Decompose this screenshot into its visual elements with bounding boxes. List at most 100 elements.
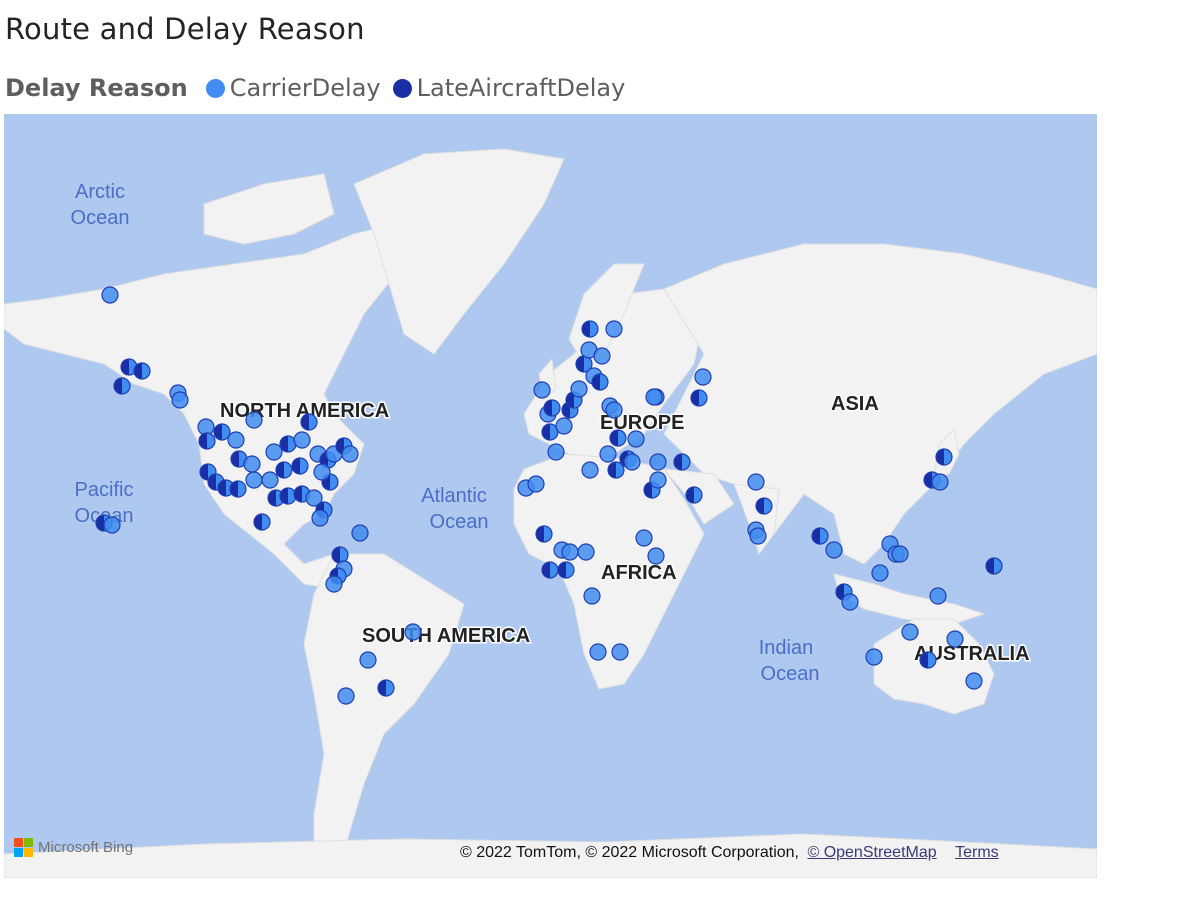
map-bubble[interactable]: [865, 648, 883, 666]
map-bubble[interactable]: [261, 471, 279, 489]
map-bubble[interactable]: [581, 320, 599, 338]
map-bubble[interactable]: [331, 546, 349, 564]
map-bubble[interactable]: [605, 320, 623, 338]
map-bubble[interactable]: [577, 543, 595, 561]
map-bubble[interactable]: [557, 561, 575, 579]
map-bubble[interactable]: [901, 623, 919, 641]
legend-item-late-aircraft-delay[interactable]: LateAircraftDelay: [392, 74, 626, 102]
map-bubble[interactable]: [609, 429, 627, 447]
map-bubble[interactable]: [635, 529, 653, 547]
map-bubble[interactable]: [198, 432, 216, 450]
map-bubble[interactable]: [359, 651, 377, 669]
delay-bubbles: [95, 286, 1003, 705]
map-bubble[interactable]: [113, 377, 131, 395]
map-bubble[interactable]: [227, 431, 245, 449]
map-bubble[interactable]: [755, 497, 773, 515]
map-bubble[interactable]: [341, 445, 359, 463]
map-bubble[interactable]: [171, 391, 189, 409]
map-bubble[interactable]: [575, 355, 593, 373]
map-bubble[interactable]: [583, 587, 601, 605]
map-bubble[interactable]: [561, 543, 579, 561]
map-bubble[interactable]: [253, 513, 271, 531]
map-bubble[interactable]: [581, 461, 599, 479]
map-bubble[interactable]: [103, 516, 121, 534]
map-bubble[interactable]: [325, 575, 343, 593]
south-america-land: [303, 553, 465, 878]
map-bubble[interactable]: [213, 423, 231, 441]
map-bubble[interactable]: [293, 431, 311, 449]
map-bubble[interactable]: [351, 524, 369, 542]
legend-label-late-aircraft-delay: LateAircraftDelay: [416, 74, 626, 102]
map-bubble[interactable]: [229, 480, 247, 498]
map-bubble[interactable]: [404, 623, 422, 641]
map-bubble[interactable]: [649, 471, 667, 489]
map-bubble[interactable]: [275, 461, 293, 479]
map-bubble[interactable]: [279, 487, 297, 505]
map-bubble[interactable]: [935, 448, 953, 466]
map-bubble[interactable]: [747, 473, 765, 491]
map-bubble[interactable]: [533, 381, 551, 399]
antarctica-land: [4, 833, 1097, 878]
world-map[interactable]: NORTH AMERICA SOUTH AMERICA EUROPE AFRIC…: [4, 114, 1097, 878]
map-bubble[interactable]: [245, 411, 263, 429]
terms-link[interactable]: Terms: [955, 844, 999, 861]
map-bubble[interactable]: [694, 368, 712, 386]
map-bubble[interactable]: [985, 557, 1003, 575]
map-bubble[interactable]: [605, 401, 623, 419]
map-bubble[interactable]: [377, 679, 395, 697]
map-bubble[interactable]: [891, 545, 909, 563]
map-bubble[interactable]: [243, 455, 261, 473]
map-bubble[interactable]: [591, 373, 609, 391]
map-bubble[interactable]: [337, 687, 355, 705]
map-bubble[interactable]: [645, 388, 663, 406]
map-bubble[interactable]: [593, 347, 611, 365]
map-bubble[interactable]: [690, 389, 708, 407]
map-bubble[interactable]: [929, 587, 947, 605]
bing-provider-label: Microsoft Bing: [38, 839, 134, 856]
map-bubble[interactable]: [919, 651, 937, 669]
label-atlantic-line2: Ocean: [430, 511, 489, 533]
map-bubble[interactable]: [555, 417, 573, 435]
label-atlantic-line1: Atlantic: [421, 485, 487, 507]
osm-link[interactable]: © OpenStreetMap: [807, 844, 937, 861]
map-bubble[interactable]: [599, 445, 617, 463]
map-bubble[interactable]: [749, 527, 767, 545]
map-bubble[interactable]: [313, 463, 331, 481]
map-bubble[interactable]: [841, 593, 859, 611]
map-bubble[interactable]: [673, 453, 691, 471]
label-indian-line1: Indian: [759, 637, 814, 659]
map-bubble[interactable]: [946, 630, 964, 648]
map-bubble[interactable]: [133, 362, 151, 380]
map-bubble[interactable]: [300, 413, 318, 431]
map-bubble[interactable]: [291, 457, 309, 475]
legend-item-carrier-delay[interactable]: CarrierDelay: [205, 74, 381, 102]
map-bubble[interactable]: [541, 423, 559, 441]
legend: Delay Reason CarrierDelay LateAircraftDe…: [5, 72, 637, 104]
map-bubble[interactable]: [607, 461, 625, 479]
label-africa: AFRICA: [601, 562, 677, 584]
map-bubble[interactable]: [570, 380, 588, 398]
map-bubble[interactable]: [543, 399, 561, 417]
map-bubble[interactable]: [871, 564, 889, 582]
map-bubble[interactable]: [305, 489, 323, 507]
map-bubble[interactable]: [931, 473, 949, 491]
map-bubble[interactable]: [627, 430, 645, 448]
map-bubble[interactable]: [589, 643, 607, 661]
map-bubble[interactable]: [611, 643, 629, 661]
map-bubble[interactable]: [965, 672, 983, 690]
map-bubble[interactable]: [311, 509, 329, 527]
map-bubble[interactable]: [245, 471, 263, 489]
map-bubble[interactable]: [649, 453, 667, 471]
map-bubble[interactable]: [101, 286, 119, 304]
map-bubble[interactable]: [527, 475, 545, 493]
map-bubble[interactable]: [265, 443, 283, 461]
map-bubble[interactable]: [623, 453, 641, 471]
map-bubble[interactable]: [647, 547, 665, 565]
map-bubble[interactable]: [811, 527, 829, 545]
map-bubble[interactable]: [685, 486, 703, 504]
map-bubble[interactable]: [230, 450, 248, 468]
map-bubble[interactable]: [825, 541, 843, 559]
map-bubble[interactable]: [535, 525, 553, 543]
map-bubble[interactable]: [547, 443, 565, 461]
map-bubble[interactable]: [541, 561, 559, 579]
